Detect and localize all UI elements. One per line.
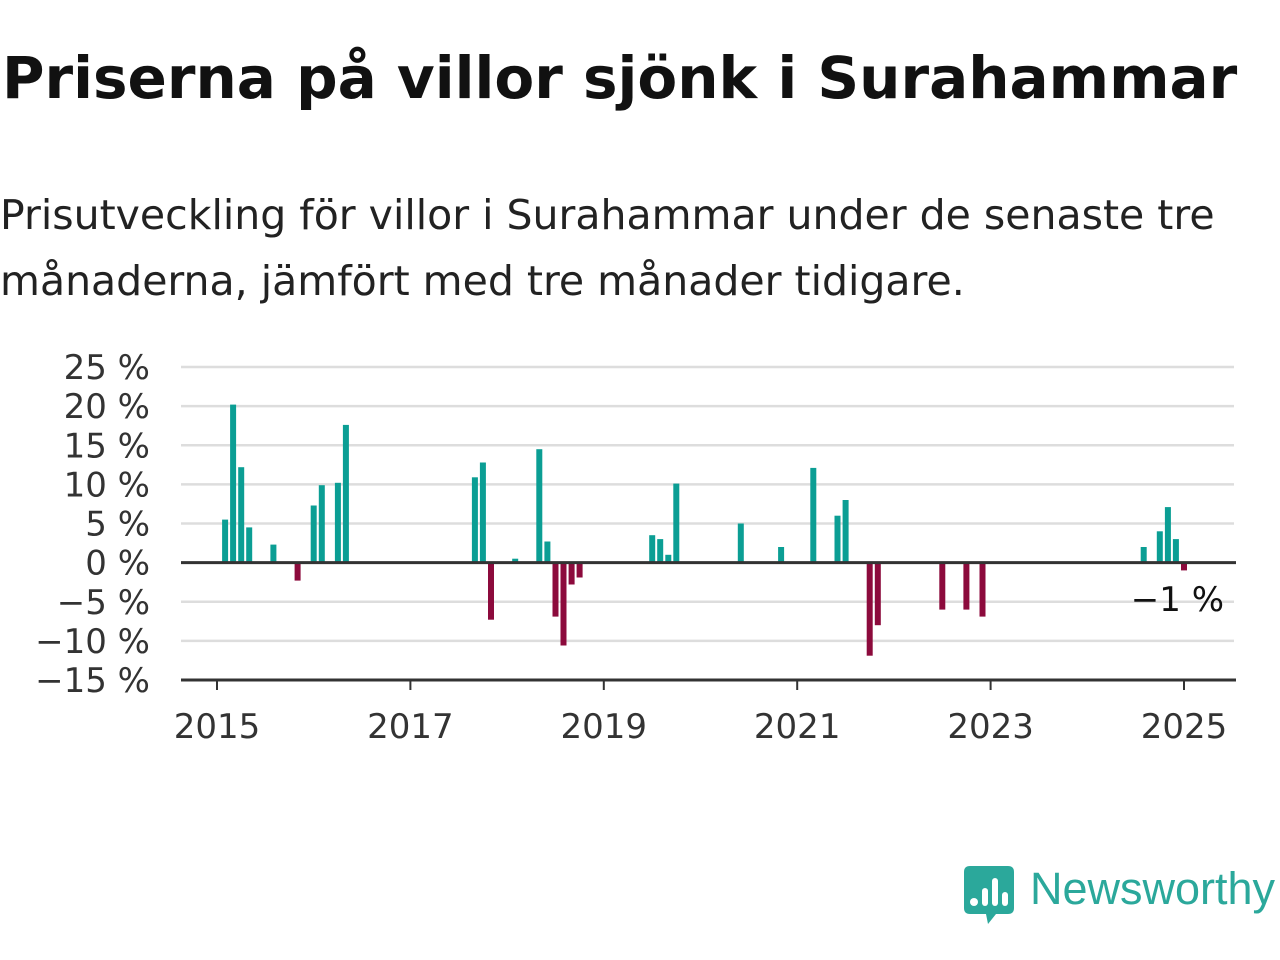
newsworthy-chart-icon <box>964 866 1014 924</box>
bar <box>479 462 486 563</box>
y-tick-label: 5 % <box>85 505 150 545</box>
bar <box>1164 507 1171 563</box>
x-tick-label: 2021 <box>754 707 841 747</box>
y-tick-label: 15 % <box>64 426 150 466</box>
bar <box>342 424 349 563</box>
y-tick-label: 25 % <box>64 348 150 388</box>
bar <box>471 477 478 563</box>
bar <box>778 547 785 563</box>
bar <box>230 404 237 563</box>
bar <box>488 562 494 620</box>
bar <box>552 562 559 617</box>
bar <box>334 482 341 563</box>
bar <box>1172 539 1179 563</box>
brand-name: Newsworthy <box>1030 863 1276 914</box>
y-tick-label: −15 % <box>35 661 150 701</box>
x-tick-label: 2017 <box>367 707 454 747</box>
bar <box>270 544 277 563</box>
y-tick-label: 10 % <box>64 465 150 505</box>
y-axis-labels: 25 %20 %15 %10 %5 %0 %−5 %−10 %−15 % <box>35 348 150 701</box>
bar <box>979 562 986 617</box>
y-tick-label: −10 % <box>35 622 150 662</box>
bar <box>576 562 583 578</box>
bar <box>834 515 841 563</box>
x-tick-label: 2015 <box>174 707 261 747</box>
y-tick-label: −5 % <box>57 583 150 623</box>
x-tick-label: 2025 <box>1141 707 1228 747</box>
gridlines <box>181 365 1234 643</box>
bar <box>568 562 575 585</box>
bar <box>560 562 567 646</box>
bar <box>673 483 680 563</box>
x-tick-label: 2023 <box>947 707 1034 747</box>
bar <box>318 485 325 563</box>
bar <box>649 535 656 563</box>
bars <box>222 404 1187 656</box>
bar-chart: 25 %20 %15 %10 %5 %0 %−5 %−10 %−15 % 201… <box>35 348 1236 747</box>
bar <box>1181 562 1187 571</box>
bar <box>657 539 664 563</box>
bar <box>866 562 873 656</box>
bar <box>238 467 245 563</box>
bar <box>874 562 881 626</box>
y-tick-label: 20 % <box>64 387 150 427</box>
chart-title: Priserna på villor sjönk i Surahammar <box>2 44 1238 112</box>
bar <box>1140 547 1147 563</box>
bar <box>294 562 301 581</box>
last-value-label: −1 % <box>1131 580 1224 620</box>
y-tick-label: 0 % <box>85 544 150 584</box>
bar <box>246 527 253 563</box>
bar <box>665 554 672 563</box>
bar <box>222 519 229 563</box>
bar <box>536 449 543 563</box>
bar <box>810 467 817 563</box>
bar <box>842 500 849 563</box>
newsworthy-logo: Newsworthy <box>964 866 1275 926</box>
bar <box>939 562 946 610</box>
x-tick-label: 2019 <box>561 707 648 747</box>
bar <box>963 562 970 610</box>
x-axis-ticks: 2015 2017 2019 2021 2023 2025 <box>174 680 1228 747</box>
bar <box>737 523 744 563</box>
bar <box>512 558 519 563</box>
bar <box>544 541 551 563</box>
bar <box>1156 531 1163 563</box>
chart-subtitle: Prisutveckling för villor i Surahammar u… <box>0 191 1215 305</box>
bar <box>310 505 317 563</box>
